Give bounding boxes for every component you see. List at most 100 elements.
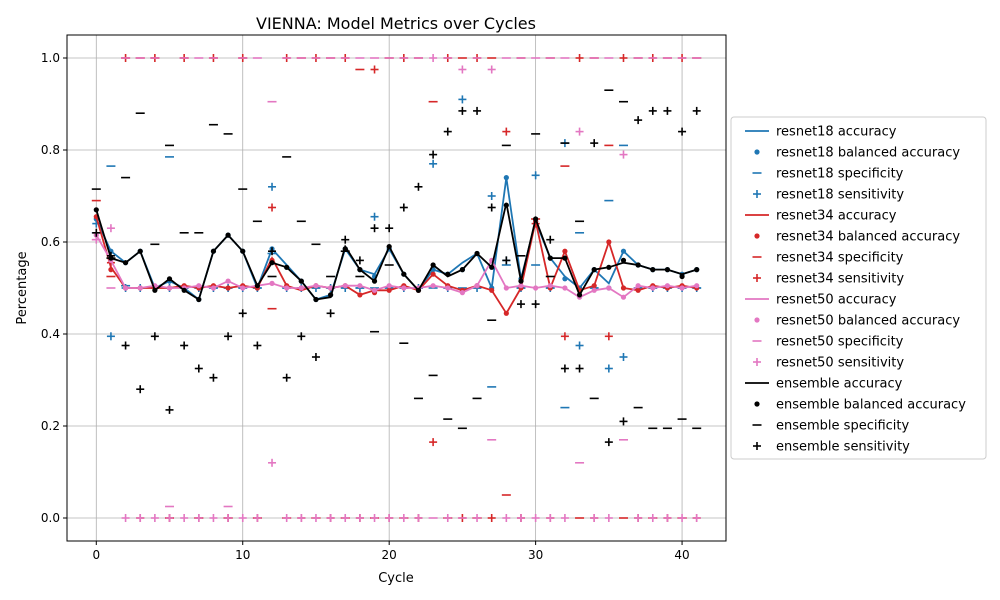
model-series-3 — [91, 89, 702, 447]
legend-label: ensemble specificity — [776, 419, 909, 434]
sensitivity-marker — [473, 106, 482, 115]
balanced-accuracy-point — [342, 246, 348, 252]
balanced-accuracy-point — [430, 271, 436, 277]
legend-dot-swatch — [754, 149, 760, 155]
x-tick-label: 30 — [528, 548, 543, 562]
legend-label: resnet34 sensitivity — [776, 272, 904, 287]
sensitivity-marker — [502, 127, 511, 136]
balanced-accuracy-point — [503, 285, 509, 291]
legend-label: resnet50 balanced accuracy — [776, 314, 960, 329]
sensitivity-marker — [311, 514, 320, 522]
balanced-accuracy-point — [620, 285, 627, 291]
sensitivity-marker — [443, 127, 452, 136]
sensitivity-marker — [224, 332, 233, 341]
balanced-accuracy-point — [122, 285, 129, 291]
sensitivity-marker — [458, 106, 467, 115]
balanced-accuracy-point — [357, 292, 363, 298]
balanced-accuracy-point — [166, 285, 173, 291]
legend-plus-swatch — [753, 190, 761, 198]
legend-entry: resnet18 sensitivity — [753, 188, 904, 203]
legend-plus-swatch — [753, 358, 761, 366]
balanced-accuracy-point — [533, 285, 539, 291]
sensitivity-marker — [678, 514, 687, 522]
balanced-accuracy-point — [503, 175, 509, 181]
x-tick-label: 20 — [382, 548, 397, 562]
sensitivity-marker — [326, 514, 335, 522]
sensitivity-marker — [121, 514, 130, 522]
sensitivity-marker — [297, 514, 306, 522]
sensitivity-marker — [575, 127, 584, 136]
sensitivity-marker — [209, 373, 218, 382]
sensitivity-marker — [136, 385, 145, 394]
legend-label: ensemble sensitivity — [776, 440, 910, 455]
sensitivity-marker — [516, 514, 525, 522]
sensitivity-marker — [487, 192, 496, 200]
legend-label: ensemble balanced accuracy — [776, 398, 966, 413]
sensitivity-marker — [663, 106, 672, 115]
sensitivity-marker — [429, 438, 438, 447]
balanced-accuracy-point — [679, 273, 685, 280]
balanced-accuracy-point — [284, 285, 290, 291]
y-tick-label: 0.2 — [41, 419, 60, 433]
sensitivity-marker — [692, 514, 701, 522]
sensitivity-marker — [458, 95, 467, 104]
sensitivity-marker — [429, 150, 438, 159]
sensitivity-marker — [678, 127, 687, 136]
sensitivity-marker — [165, 514, 174, 522]
balanced-accuracy-point — [254, 283, 260, 289]
sensitivity-marker — [106, 332, 115, 341]
legend-entry: resnet34 balanced accuracy — [754, 230, 960, 245]
balanced-accuracy-point — [518, 278, 524, 284]
balanced-accuracy-point — [635, 283, 641, 289]
sensitivity-marker — [429, 159, 438, 168]
x-tick-label: 10 — [235, 548, 250, 562]
legend-label: resnet18 balanced accuracy — [776, 146, 960, 161]
balanced-accuracy-point — [650, 285, 656, 291]
sensitivity-marker — [370, 514, 379, 522]
balanced-accuracy-point — [225, 278, 231, 284]
sensitivity-marker — [136, 514, 145, 522]
sensitivity-marker — [516, 300, 525, 309]
y-tick-label: 0.0 — [41, 511, 60, 525]
sensitivity-marker — [560, 332, 569, 341]
legend-entry: ensemble specificity — [752, 419, 909, 434]
sensitivity-marker — [487, 65, 496, 74]
sensitivity-marker — [634, 116, 643, 125]
sensitivity-marker — [531, 514, 540, 522]
balanced-accuracy-point — [459, 267, 465, 273]
legend-entry: resnet34 sensitivity — [753, 272, 904, 287]
sensitivity-marker — [399, 203, 408, 212]
balanced-accuracy-point — [430, 283, 436, 289]
sensitivity-marker — [619, 54, 628, 62]
sensitivity-marker — [121, 341, 130, 350]
sensitivity-marker — [268, 203, 277, 212]
sensitivity-marker — [604, 364, 613, 373]
legend-label: resnet50 accuracy — [776, 293, 897, 308]
balanced-accuracy-point — [591, 287, 597, 293]
legend-entry: resnet50 balanced accuracy — [754, 314, 960, 329]
sensitivity-marker — [194, 514, 203, 522]
legend-entry: ensemble balanced accuracy — [754, 398, 966, 413]
balanced-accuracy-point — [137, 248, 143, 254]
y-tick-label: 0.8 — [41, 143, 60, 157]
sensitivity-marker — [150, 514, 159, 522]
sensitivity-marker — [399, 514, 408, 522]
balanced-accuracy-point — [357, 283, 363, 289]
balanced-accuracy-point — [620, 294, 627, 300]
legend-plus-swatch — [753, 274, 761, 282]
balanced-accuracy-point — [328, 285, 334, 291]
legend-entry: resnet50 specificity — [752, 335, 904, 350]
legend-label: ensemble accuracy — [776, 377, 903, 392]
sensitivity-marker — [92, 228, 101, 237]
sensitivity-marker — [238, 514, 247, 522]
balanced-accuracy-point — [137, 285, 143, 291]
legend-box — [730, 116, 987, 460]
balanced-accuracy-point — [606, 239, 612, 245]
series-group — [91, 54, 702, 522]
sensitivity-marker — [590, 514, 599, 522]
legend-label: resnet18 accuracy — [776, 125, 897, 140]
balanced-accuracy-point — [401, 285, 407, 291]
balanced-accuracy-point — [225, 285, 231, 291]
sensitivity-marker — [370, 65, 379, 74]
